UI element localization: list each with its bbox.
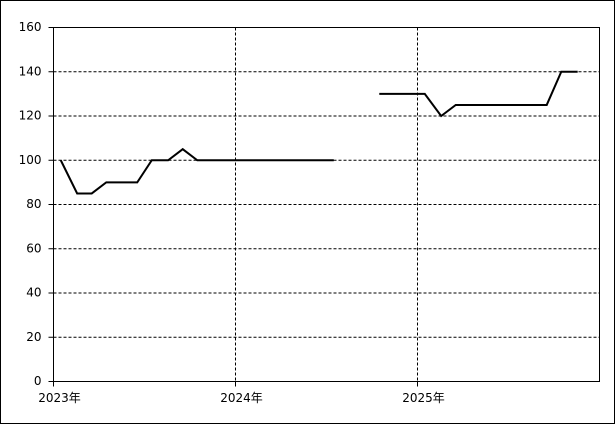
line xyxy=(59,70,578,195)
x-tick-label: 2025年 xyxy=(402,391,445,405)
y-tick-label: 40 xyxy=(26,286,41,300)
y-tick-label: 80 xyxy=(26,197,41,211)
y-tick-label: 140 xyxy=(19,64,42,78)
y-tick-label: 0 xyxy=(34,374,42,388)
y-tick-label: 100 xyxy=(19,153,42,167)
x-tick-label: 2023年 xyxy=(38,391,81,405)
y-tick-label: 20 xyxy=(26,330,41,344)
y-tick-label: 120 xyxy=(19,109,42,123)
x-tick-label: 2024年 xyxy=(220,391,263,405)
y-tick-label: 60 xyxy=(26,241,41,255)
y-tick-label: 160 xyxy=(19,20,42,34)
